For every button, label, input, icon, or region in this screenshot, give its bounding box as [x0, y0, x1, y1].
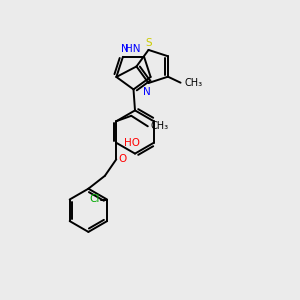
Text: HO: HO [124, 138, 140, 148]
Text: CH₃: CH₃ [151, 121, 169, 131]
Text: Cl: Cl [90, 194, 100, 205]
Text: N: N [143, 87, 151, 97]
Text: CH₃: CH₃ [184, 78, 202, 88]
Text: N: N [121, 44, 128, 54]
Text: HN: HN [125, 44, 140, 54]
Text: O: O [118, 154, 127, 164]
Text: S: S [145, 38, 152, 47]
